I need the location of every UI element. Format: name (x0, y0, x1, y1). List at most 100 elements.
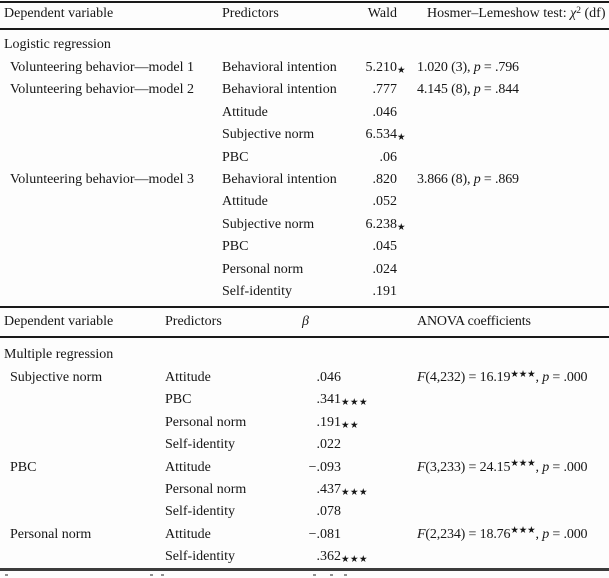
regression-table-row: Personal norm .191 ★★ (0, 412, 609, 434)
dependent-variable-cell: Volunteering behavior—model 2 (10, 82, 195, 98)
wald-value-cell: .052 (372, 194, 398, 210)
hosmer-lemeshow-cell: 1.020 (3), p = .796 (417, 60, 519, 75)
logistic-table-row: Subjective norm 6.534 ★ (0, 124, 609, 146)
significance-stars: ★★ (341, 420, 360, 431)
col-header-dependent-variable: Dependent variable (4, 6, 114, 21)
hosmer-lemeshow-cell: 4.145 (8), p = .844 (417, 82, 519, 98)
predictor-cell: PBC (222, 149, 249, 165)
beta-value-cell: .046 (316, 370, 342, 385)
regression-table-row: Personal norm .437 ★★★ (0, 479, 609, 501)
footnote-fragment (5, 574, 8, 576)
mid-rule (0, 306, 609, 308)
col-header-beta: β (302, 314, 309, 329)
wald-value-cell: 6.238 ★ (366, 214, 406, 236)
beta-value-cell: .078 (316, 504, 342, 520)
predictor-cell: Self-identity (165, 549, 235, 565)
beta-value-cell: .341 ★★★ (317, 389, 368, 411)
wald-value-cell: .024 (372, 261, 398, 277)
col-header-anova-coefficients: ANOVA coefficients (417, 314, 531, 329)
predictor-cell: Subjective norm (222, 127, 315, 143)
regression-table-row: Self-identity .362 ★★★ (0, 546, 609, 568)
regression-table-row: PBC .341 ★★★ (0, 389, 609, 411)
predictor-cell: Attitude (165, 370, 211, 385)
anova-cell: F(3,233) = 24.15★★★, p = .000 (417, 459, 588, 475)
predictor-cell: Personal norm (165, 481, 247, 497)
predictor-cell: Attitude (165, 459, 211, 475)
logistic-table-row: PBC .06 (0, 147, 609, 169)
dependent-variable-cell: Volunteering behavior—model 1 (10, 60, 195, 75)
wald-value-cell: 5.210 ★ (366, 57, 406, 79)
header-rule-regression (0, 336, 609, 338)
predictor-cell: Behavioral intention (222, 60, 337, 75)
dependent-variable-cell: Volunteering behavior—model 3 (10, 171, 195, 187)
predictor-cell: PBC (222, 239, 249, 255)
wald-value-cell: .777 (372, 82, 398, 98)
logistic-table-row: Volunteering behavior—model 2 Behavioral … (0, 79, 609, 101)
col-header-predictors-2: Predictors (165, 314, 222, 329)
predictor-cell: Self-identity (165, 504, 235, 520)
dependent-variable-cell: Subjective norm (10, 370, 103, 385)
significance-stars: ★ (397, 222, 407, 233)
predictor-cell: Personal norm (165, 414, 247, 430)
predictor-cell: Self-identity (165, 437, 235, 453)
logistic-table-row: Subjective norm 6.238 ★ (0, 214, 609, 236)
regression-header-row: Dependent variable Predictors β ANOVA co… (0, 311, 609, 333)
section-label-multiple-regression: Multiple regression (4, 347, 114, 362)
anova-cell: F(2,234) = 18.76★★★, p = .000 (417, 526, 588, 542)
logistic-header-row: Dependent variable Predictors Wald Hosme… (0, 3, 609, 25)
section-label-logistic-regression: Logistic regression (4, 37, 111, 52)
predictor-cell: Subjective norm (222, 216, 315, 232)
wald-value-cell: .06 (379, 149, 398, 165)
beta-value-cell: .437 ★★★ (317, 479, 368, 501)
significance-stars: ★★★ (341, 555, 369, 566)
regression-table-row: Personal norm Attitude −.081 F(2,234) = 18.… (0, 524, 609, 546)
predictor-cell: Behavioral intention (222, 171, 337, 187)
beta-value-cell: .362 ★★★ (317, 546, 368, 568)
beta-value-cell: .022 (316, 437, 342, 453)
beta-value-cell: .191 ★★ (317, 412, 359, 434)
footnote-fragment (330, 574, 333, 576)
dependent-variable-cell: Personal norm (10, 526, 92, 542)
logistic-table-row: PBC .045 (0, 236, 609, 258)
logistic-table-row: Volunteering behavior—model 1 Behavioral … (0, 57, 609, 79)
footnote-fragment (150, 574, 153, 576)
regression-table-body: Subjective norm Attitude .046 F(4,232) = 16… (0, 367, 609, 569)
footnote-fragment (313, 574, 316, 576)
col-header-hosmer-lemeshow: Hosmer–Lemeshow test: χ2 (df) (427, 5, 606, 22)
beta-value-cell: −.081 (308, 526, 341, 542)
regression-table-row: Subjective norm Attitude .046 F(4,232) = 16… (0, 367, 609, 389)
top-rule (0, 1, 609, 3)
logistic-table-row: Attitude .052 (0, 191, 609, 213)
regression-table-row: PBC Attitude −.093 F(3,233) = 24.15★★★, p =… (0, 457, 609, 479)
dependent-variable-cell: PBC (10, 459, 37, 475)
logistic-table-body: Volunteering behavior—model 1 Behavioral … (0, 57, 609, 303)
hosmer-lemeshow-cell: 3.866 (8), p = .869 (417, 171, 519, 187)
predictor-cell: Attitude (222, 104, 268, 120)
logistic-table-row: Attitude .046 (0, 102, 609, 124)
wald-value-cell: .045 (372, 239, 398, 255)
logistic-table-row: Self-identity .191 (0, 281, 609, 303)
significance-stars: ★★★ (341, 398, 369, 409)
predictor-cell: Attitude (165, 526, 211, 542)
col-header-predictors: Predictors (222, 6, 279, 21)
col-header-wald: Wald (367, 6, 397, 21)
predictor-cell: Personal norm (222, 261, 304, 277)
regression-table-row: Self-identity .078 (0, 501, 609, 523)
bottom-rule (0, 568, 609, 571)
footnote-fragment (344, 574, 347, 576)
wald-value-cell: 6.534 ★ (366, 124, 406, 146)
anova-cell: F(4,232) = 16.19★★★, p = .000 (417, 369, 588, 386)
section-row-regression: Multiple regression (0, 344, 609, 366)
predictor-cell: Behavioral intention (222, 82, 337, 98)
wald-value-cell: .820 (372, 171, 398, 187)
wald-value-cell: .191 (372, 283, 398, 299)
footnote-fragment (161, 574, 164, 576)
predictor-cell: Self-identity (222, 283, 292, 299)
wald-value-cell: .046 (372, 104, 398, 120)
header-rule-logistic (0, 28, 609, 30)
logistic-table-row: Volunteering behavior—model 3 Behavioral … (0, 169, 609, 191)
section-row-logistic: Logistic regression (0, 34, 609, 56)
logistic-table-row: Personal norm .024 (0, 259, 609, 281)
significance-stars: ★ (397, 133, 407, 144)
